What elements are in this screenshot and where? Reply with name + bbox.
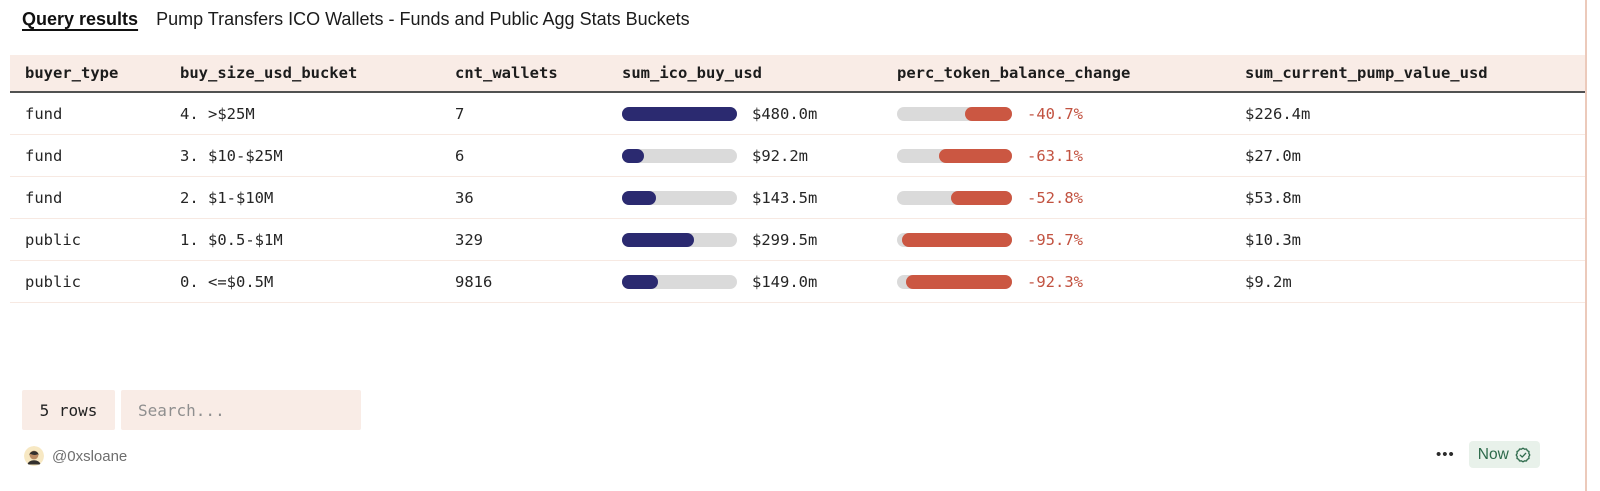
table-row: public 0. <=$0.5M 9816 $149.0m -92.3% $9… [10,261,1585,303]
table-row: fund 3. $10-$25M 6 $92.2m -63.1% $27.0m [10,135,1585,177]
cell-sum-current-pump-value-usd: $9.2m [1245,272,1292,291]
title-row: Query results Pump Transfers ICO Wallets… [22,9,690,30]
ico-buy-bar-fill [622,232,694,247]
cell-buy-size-usd-bucket: 1. $0.5-$1M [180,230,283,249]
cell-cnt-wallets: 6 [455,146,465,165]
table-header-row: buyer_type buy_size_usd_bucket cnt_walle… [10,55,1585,93]
ico-buy-bar-fill [622,148,645,163]
column-header-buyer-type[interactable]: buyer_type [25,64,119,82]
row-count-badge: 5 rows [22,390,115,430]
cell-sum-current-pump-value-usd: $10.3m [1245,230,1301,249]
cell-cnt-wallets: 9816 [455,272,493,291]
ico-buy-bar-track [622,148,737,163]
ico-buy-value: $149.0m [752,272,818,291]
perc-change-value: -63.1% [1027,146,1083,165]
ico-buy-bar-track [622,274,737,289]
perc-change-bar-fill [939,148,1012,163]
perc-change-bar-track [897,190,1012,205]
page-title: Pump Transfers ICO Wallets - Funds and P… [156,9,690,29]
freshness-label: Now [1477,445,1509,463]
cell-sum-current-pump-value-usd: $226.4m [1245,104,1311,123]
search-input[interactable] [121,390,361,430]
verified-check-icon [1515,447,1531,463]
author-avatar [24,446,44,466]
perc-change-value: -95.7% [1027,230,1083,249]
freshness-badge[interactable]: Now [1468,441,1540,468]
perc-change-bar-track [897,106,1012,121]
author-link[interactable]: @0xsloane [24,446,127,466]
perc-change-bar-fill [965,106,1012,121]
cell-perc-token-balance-change: -40.7% [897,105,1245,123]
cell-sum-ico-buy-usd: $299.5m [622,231,897,249]
cell-buy-size-usd-bucket: 0. <=$0.5M [180,272,274,291]
cell-cnt-wallets: 7 [455,104,465,123]
perc-change-value: -40.7% [1027,104,1083,123]
ico-buy-bar-track [622,106,737,121]
column-header-perc-token-balance-change[interactable]: perc_token_balance_change [897,64,1131,82]
cell-sum-ico-buy-usd: $149.0m [622,273,897,291]
more-menu-icon[interactable]: ••• [1436,446,1455,463]
table-row: fund 2. $1-$10M 36 $143.5m -52.8% $53.8m [10,177,1585,219]
cell-cnt-wallets: 36 [455,188,474,207]
cell-buyer-type: fund [25,104,63,123]
cell-sum-current-pump-value-usd: $53.8m [1245,188,1301,207]
ico-buy-bar-fill [622,190,657,205]
ico-buy-value: $143.5m [752,188,818,207]
perc-change-value: -52.8% [1027,188,1083,207]
perc-change-bar-fill [951,190,1012,205]
results-table: buyer_type buy_size_usd_bucket cnt_walle… [10,55,1585,303]
cell-perc-token-balance-change: -63.1% [897,147,1245,165]
cell-perc-token-balance-change: -95.7% [897,231,1245,249]
table-body: fund 4. >$25M 7 $480.0m -40.7% $226.4m f… [10,93,1585,303]
ico-buy-value: $92.2m [752,146,808,165]
cell-buy-size-usd-bucket: 2. $1-$10M [180,188,274,207]
cell-perc-token-balance-change: -92.3% [897,273,1245,291]
cell-buyer-type: public [25,272,81,291]
perc-change-value: -92.3% [1027,272,1083,291]
perc-change-bar-fill [901,232,1012,247]
cell-sum-current-pump-value-usd: $27.0m [1245,146,1301,165]
ico-buy-value: $480.0m [752,104,818,123]
cell-perc-token-balance-change: -52.8% [897,189,1245,207]
footer-actions: ••• Now [1436,441,1540,468]
author-handle: @0xsloane [52,447,128,465]
cell-buy-size-usd-bucket: 4. >$25M [180,104,255,123]
column-header-sum-current-pump-value-usd[interactable]: sum_current_pump_value_usd [1245,64,1488,82]
cell-sum-ico-buy-usd: $480.0m [622,105,897,123]
cell-sum-ico-buy-usd: $143.5m [622,189,897,207]
ico-buy-bar-track [622,190,737,205]
table-row: fund 4. >$25M 7 $480.0m -40.7% $226.4m [10,93,1585,135]
ico-buy-bar-fill [622,106,737,121]
perc-change-bar-fill [905,274,1012,289]
panel-right-border [1585,0,1587,491]
column-header-buy-size-usd-bucket[interactable]: buy_size_usd_bucket [180,64,358,82]
perc-change-bar-track [897,232,1012,247]
ico-buy-value: $299.5m [752,230,818,249]
cell-buyer-type: public [25,230,81,249]
cell-buyer-type: fund [25,146,63,165]
cell-sum-ico-buy-usd: $92.2m [622,147,897,165]
perc-change-bar-track [897,274,1012,289]
perc-change-bar-track [897,148,1012,163]
table-row: public 1. $0.5-$1M 329 $299.5m -95.7% $1… [10,219,1585,261]
cell-buyer-type: fund [25,188,63,207]
cell-cnt-wallets: 329 [455,230,483,249]
ico-buy-bar-fill [622,274,658,289]
column-header-cnt-wallets[interactable]: cnt_wallets [455,64,558,82]
ico-buy-bar-track [622,232,737,247]
column-header-sum-ico-buy-usd[interactable]: sum_ico_buy_usd [622,64,762,82]
tab-query-results[interactable]: Query results [22,9,139,29]
cell-buy-size-usd-bucket: 3. $10-$25M [180,146,283,165]
